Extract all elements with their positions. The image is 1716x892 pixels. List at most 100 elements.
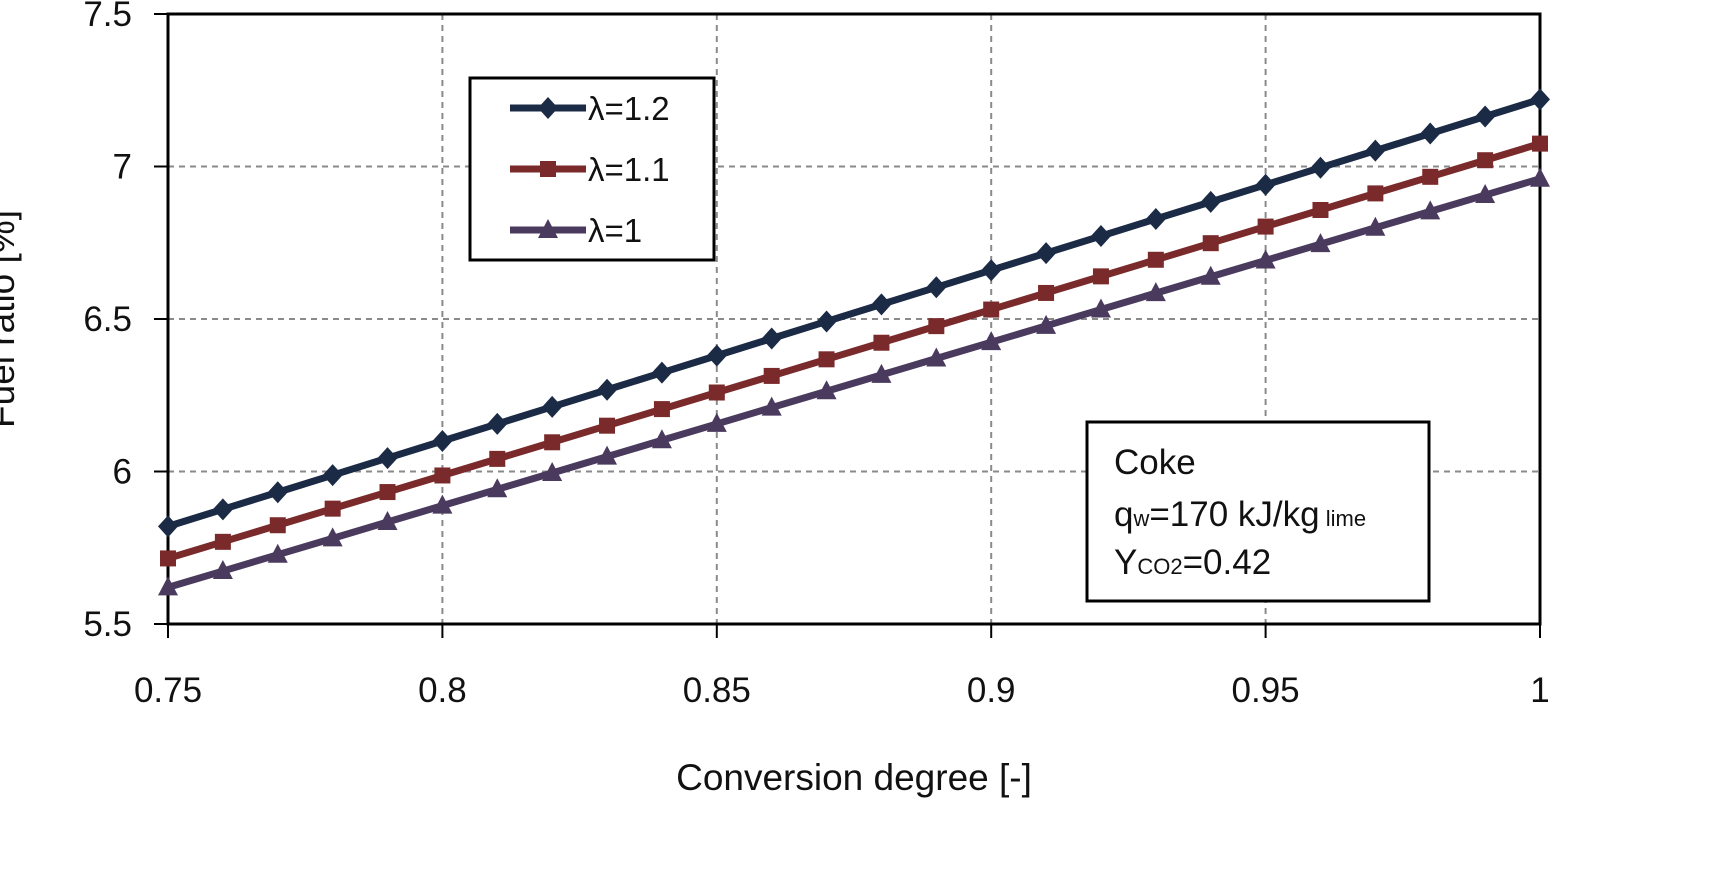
data-point — [763, 367, 780, 384]
y-tick-label: 7.5 — [83, 0, 132, 34]
data-point — [379, 484, 396, 501]
data-point — [377, 447, 398, 470]
data-point — [761, 327, 782, 350]
data-point — [816, 310, 837, 333]
data-point — [542, 461, 563, 481]
data-point — [158, 576, 178, 596]
data-point — [269, 517, 286, 534]
data-point — [1310, 233, 1331, 253]
data-point — [1255, 249, 1276, 269]
data-point — [1147, 251, 1164, 268]
annotation-heat-loss-value: =170 kJ/kg — [1149, 495, 1319, 534]
y-axis-ticks: 5.5 6 6.5 7 7.5 — [83, 0, 168, 644]
data-point — [324, 500, 341, 517]
data-point — [432, 430, 453, 452]
data-point — [1038, 284, 1055, 301]
data-point — [267, 481, 288, 504]
data-point — [1145, 207, 1166, 230]
data-point — [212, 560, 233, 580]
data-point — [926, 276, 947, 299]
data-point — [981, 331, 1002, 351]
x-tick-label: 0.95 — [1232, 671, 1300, 710]
data-point — [432, 494, 453, 514]
x-tick-label: 0.9 — [967, 671, 1016, 710]
data-point — [1090, 225, 1111, 248]
data-point — [322, 464, 343, 487]
data-point — [1477, 152, 1494, 169]
y-tick-label: 7 — [113, 148, 132, 187]
data-point — [1475, 105, 1496, 128]
data-point — [544, 434, 561, 451]
data-point — [1530, 88, 1550, 111]
data-point — [983, 301, 1000, 318]
legend-label: λ=1.1 — [588, 151, 670, 188]
data-point — [1255, 173, 1276, 196]
data-point — [706, 412, 727, 432]
data-point — [651, 361, 672, 384]
legend-entry: λ=1.1 — [510, 151, 670, 188]
data-point — [871, 293, 892, 316]
legend-label: λ=1 — [588, 212, 642, 249]
x-tick-label: 0.75 — [134, 671, 202, 710]
series-3 — [158, 167, 1550, 596]
data-point — [708, 384, 725, 401]
data-point — [871, 363, 892, 383]
annotation-box: Coke qw=170 kJ/kg lime YCO2=0.42 — [1085, 420, 1431, 603]
data-point — [1036, 314, 1057, 334]
series-1 — [158, 88, 1550, 538]
data-point — [542, 395, 563, 418]
data-point — [212, 498, 233, 521]
data-point — [1422, 168, 1439, 185]
legend-label: λ=1.2 — [588, 90, 670, 127]
data-point — [816, 380, 837, 400]
data-point — [1420, 122, 1441, 145]
data-point — [651, 429, 672, 449]
annotation-heat-loss-subscript: w — [1132, 506, 1149, 531]
data-point — [1365, 216, 1386, 236]
data-point — [1145, 282, 1166, 302]
data-point — [1530, 167, 1550, 187]
data-point — [1257, 218, 1274, 235]
annotation-heat-loss: qw=170 kJ/kg lime — [1114, 495, 1366, 534]
data-point — [706, 344, 727, 367]
data-point — [487, 478, 508, 498]
data-point — [1475, 184, 1496, 204]
legend: λ=1.2 λ=1.1 λ=1 — [468, 76, 716, 262]
x-axis-title: Conversion degree [-] — [676, 757, 1032, 798]
series-2 — [160, 135, 1548, 567]
y-tick-label: 5.5 — [83, 605, 132, 644]
y-tick-label: 6 — [113, 453, 132, 492]
x-axis-ticks: 0.75 0.8 0.85 0.9 0.95 1 — [134, 624, 1550, 710]
data-point — [158, 515, 178, 538]
data-point — [489, 450, 506, 467]
annotation-heat-loss-unit: lime — [1320, 506, 1366, 531]
annotation-co2-subscript: CO2 — [1137, 554, 1182, 579]
data-point — [1365, 139, 1386, 162]
data-point — [1312, 201, 1329, 218]
legend-entry: λ=1.2 — [510, 90, 670, 127]
y-axis-title: Fuel ratio [%] — [0, 210, 22, 428]
data-point — [928, 318, 945, 335]
annotation-co2-value: =0.42 — [1183, 543, 1272, 582]
data-point — [1036, 242, 1057, 265]
y-tick-label: 6.5 — [83, 300, 132, 339]
legend-swatch-marker — [538, 219, 558, 238]
data-point — [1310, 156, 1331, 179]
data-point — [1202, 235, 1219, 252]
data-point — [599, 417, 616, 434]
data-point — [873, 334, 890, 351]
data-point — [1420, 200, 1441, 220]
data-point — [1200, 265, 1221, 285]
legend-entry: λ=1 — [510, 212, 642, 249]
data-point — [818, 351, 835, 368]
data-point — [597, 378, 618, 401]
data-point — [267, 543, 288, 563]
annotation-frame — [1085, 420, 1431, 603]
legend-swatch-marker — [538, 97, 558, 119]
data-point — [1200, 190, 1221, 213]
legend-swatch-marker — [540, 161, 556, 177]
data-point — [1092, 268, 1109, 285]
data-point — [377, 511, 398, 531]
x-tick-label: 1 — [1530, 671, 1549, 710]
data-point — [1090, 298, 1111, 318]
